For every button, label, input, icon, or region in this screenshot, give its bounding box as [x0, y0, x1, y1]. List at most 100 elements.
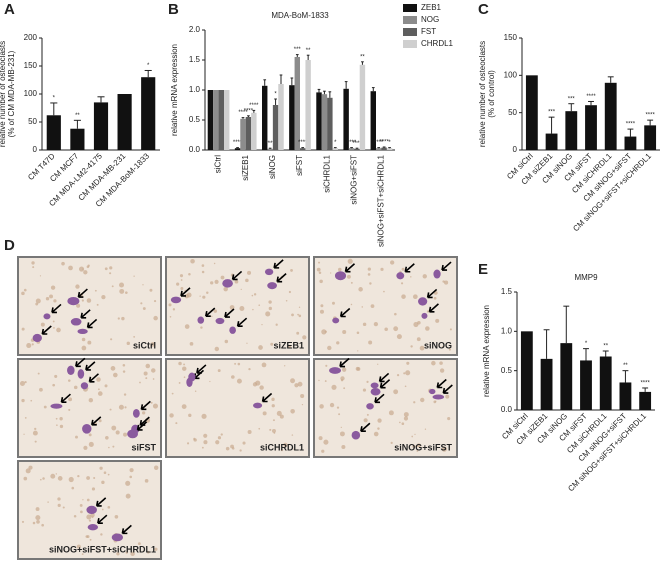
legend-swatch: [403, 16, 417, 24]
debris: [272, 419, 275, 422]
debris: [220, 433, 223, 436]
bar: [300, 148, 306, 150]
debris: [180, 279, 183, 281]
y-tick-label: 0.0: [189, 145, 201, 154]
osteoclast: [351, 430, 361, 440]
bar: [305, 60, 311, 150]
debris: [139, 381, 141, 384]
micrograph: siNOG+siFST: [313, 357, 458, 458]
debris: [89, 538, 92, 541]
debris: [54, 374, 58, 378]
debris: [390, 441, 393, 444]
debris: [77, 474, 80, 478]
debris: [201, 270, 205, 274]
chart-title: MDA-BoM-1833: [271, 11, 329, 20]
debris: [101, 508, 104, 511]
debris: [111, 425, 117, 431]
debris: [291, 434, 294, 436]
debris: [52, 320, 55, 323]
debris: [321, 449, 325, 453]
debris: [370, 304, 375, 308]
bar: [240, 118, 246, 150]
debris: [23, 288, 27, 292]
debris: [180, 287, 184, 290]
debris: [19, 380, 25, 386]
significance: ****: [298, 140, 308, 146]
debris: [416, 449, 419, 452]
y-tick-label: 1.0: [189, 85, 201, 94]
debris: [68, 397, 73, 402]
legend-label: FST: [421, 27, 436, 36]
y-tick-label: 0.0: [501, 405, 513, 414]
debris: [384, 327, 388, 332]
x-tick-label: siNOG: [268, 155, 277, 179]
debris: [275, 323, 278, 326]
debris: [318, 271, 322, 274]
debris: [433, 400, 437, 404]
debris: [268, 300, 272, 304]
significance: ****: [586, 94, 596, 100]
debris: [329, 402, 335, 408]
y-axis-label: (% of control): [487, 70, 496, 118]
significance: ****: [626, 122, 636, 128]
debris: [319, 279, 323, 284]
debris: [447, 417, 451, 421]
significance: ****: [238, 110, 248, 116]
debris: [201, 446, 204, 449]
debris: [288, 344, 292, 348]
debris: [99, 466, 103, 470]
debris: [32, 521, 36, 525]
debris: [183, 363, 186, 366]
debris: [356, 331, 360, 335]
debris: [316, 267, 321, 272]
arrow: [80, 309, 91, 319]
bar: [224, 90, 230, 150]
debris: [242, 441, 246, 445]
bar: [267, 148, 273, 150]
debris: [133, 275, 135, 277]
osteoclast: [111, 533, 123, 542]
debris: [172, 308, 176, 311]
debris: [121, 316, 125, 321]
debris: [258, 304, 261, 307]
debris: [383, 290, 385, 293]
x-tick-label: siZEB1: [241, 154, 250, 180]
arrow: [442, 384, 453, 394]
debris: [380, 267, 384, 271]
debris: [129, 468, 134, 473]
debris: [393, 389, 399, 395]
significance: ****: [645, 113, 655, 119]
y-tick-label: 0: [33, 145, 38, 154]
significance: *: [334, 140, 337, 146]
debris: [271, 404, 275, 408]
debris: [245, 278, 249, 283]
debris: [34, 440, 37, 443]
debris: [75, 284, 80, 289]
osteoclast: [332, 317, 340, 324]
debris: [259, 385, 264, 390]
arrow: [344, 263, 356, 273]
debris: [91, 487, 96, 491]
bar: [624, 136, 637, 150]
debris: [265, 311, 271, 317]
debris: [268, 306, 272, 311]
significance: ***: [294, 47, 302, 53]
debris: [109, 266, 113, 270]
debris: [331, 301, 335, 305]
debris: [82, 499, 84, 501]
debris: [50, 473, 56, 479]
debris: [350, 303, 353, 306]
y-tick-label: 2.0: [189, 25, 201, 34]
x-tick-label: siFST: [295, 155, 304, 176]
debris: [76, 544, 81, 549]
debris: [61, 261, 65, 266]
debris: [88, 519, 92, 522]
osteoclast: [329, 367, 341, 374]
arrow: [276, 273, 287, 283]
debris: [105, 435, 109, 440]
osteoclast: [215, 317, 225, 325]
debris: [113, 372, 118, 378]
debris: [35, 302, 39, 306]
debris: [296, 331, 300, 335]
debris: [336, 406, 340, 409]
